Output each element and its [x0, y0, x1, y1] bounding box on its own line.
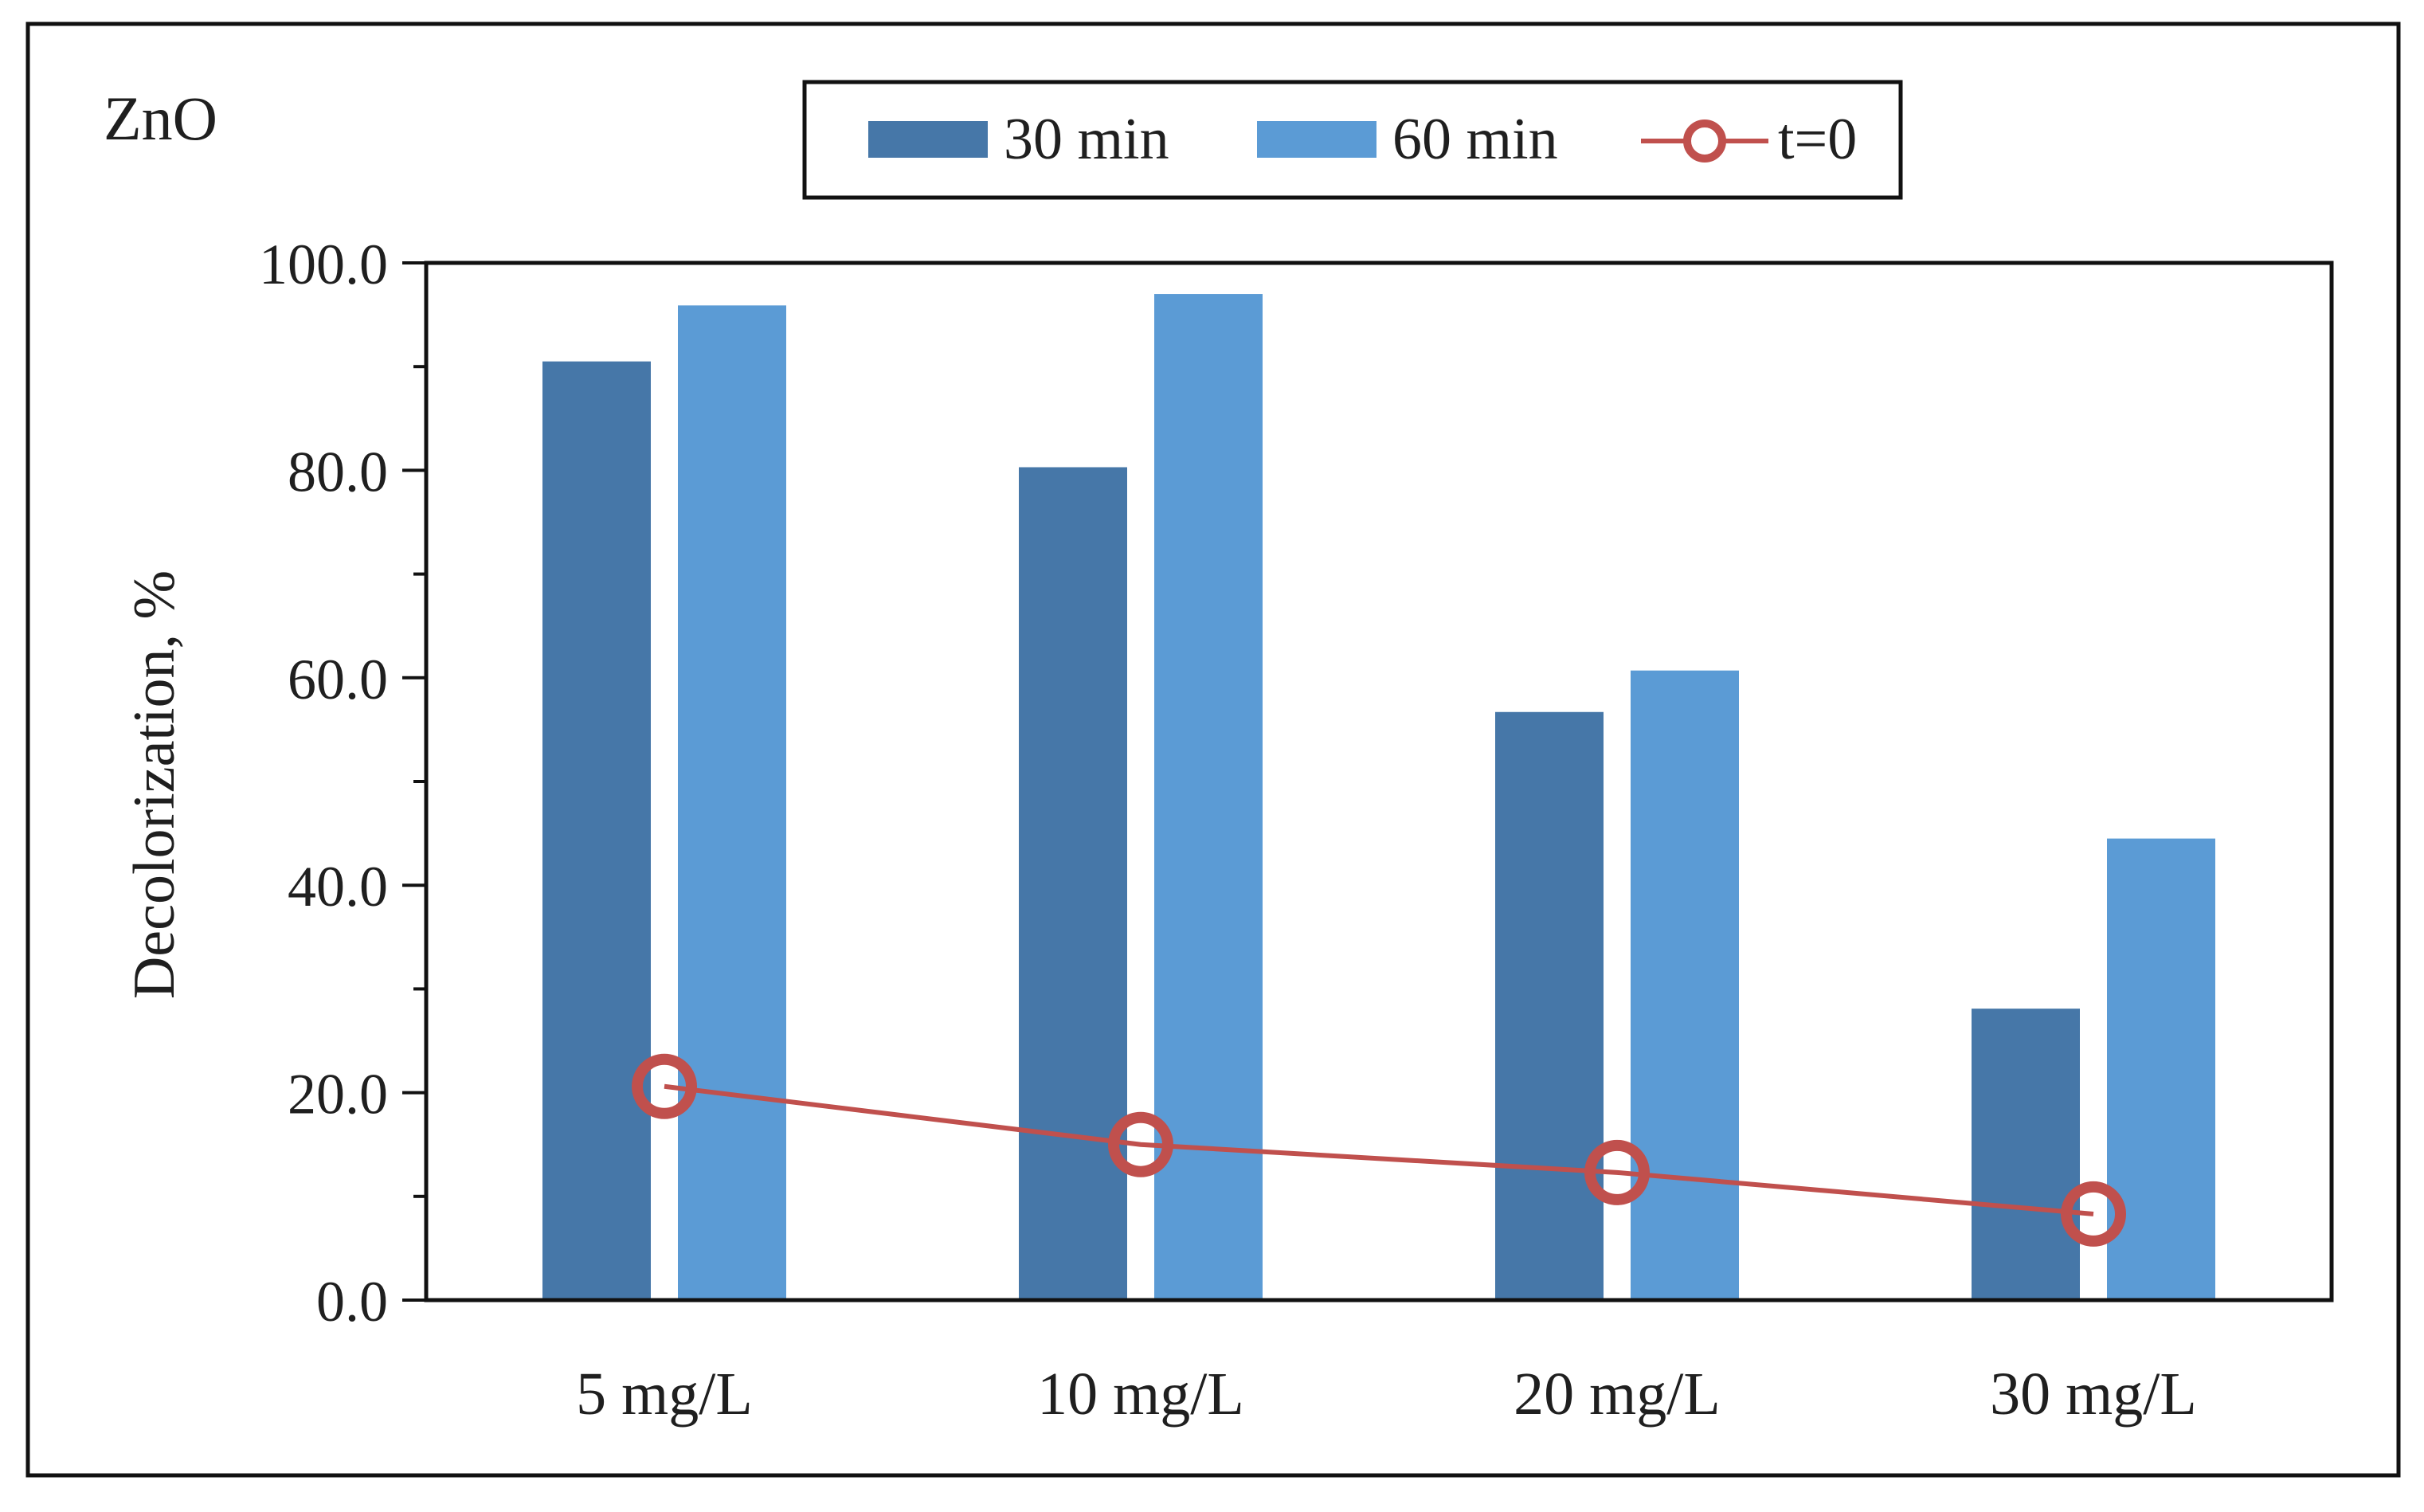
y-tick-label: 80.0	[288, 440, 388, 503]
y-tick-label: 0.0	[316, 1270, 388, 1334]
bar-60-min-5-mg-l	[678, 305, 786, 1301]
y-tick-label: 100.0	[259, 233, 388, 296]
point-t0-20-mg-l	[1584, 1139, 1650, 1205]
bar-30-min-30-mg-l	[1972, 1009, 2080, 1300]
point-t0-10-mg-l	[1108, 1111, 1173, 1177]
legend-swatch-30-min	[868, 121, 988, 158]
y-tick-label: 20.0	[288, 1063, 388, 1126]
legend-marker-t0	[1683, 119, 1726, 163]
bar-60-min-10-mg-l	[1154, 294, 1263, 1300]
legend-swatch-60-min	[1257, 121, 1376, 158]
bar-30-min-20-mg-l	[1495, 711, 1604, 1300]
bar-60-min-20-mg-l	[1631, 670, 1739, 1300]
x-tick-label: 20 mg/L	[1514, 1361, 1721, 1428]
legend-label-60-min: 60 min	[1392, 107, 1558, 172]
y-tick-label: 60.0	[288, 648, 388, 711]
point-t0-5-mg-l	[632, 1053, 697, 1119]
panel-label: ZnO	[104, 84, 217, 153]
series-line-t0	[664, 1083, 2094, 1216]
legend-label-t0: t=0	[1778, 107, 1857, 172]
bar-60-min-30-mg-l	[2107, 838, 2215, 1300]
plot-area: 0.0 20.0 40.0 60.0 80.0 100.0 5 mg/L 10 mg/L 20 …	[259, 233, 2334, 1428]
y-axis-title: Decolorization, %	[122, 570, 187, 999]
x-tick-label: 30 mg/L	[1990, 1361, 2197, 1428]
bar-30-min-10-mg-l	[1019, 467, 1127, 1300]
bar-30-min-5-mg-l	[542, 361, 651, 1301]
legend-label-30-min: 30 min	[1004, 107, 1169, 172]
x-tick-label: 5 mg/L	[576, 1361, 753, 1428]
point-t0-30-mg-l	[2061, 1181, 2126, 1247]
y-tick-label: 40.0	[288, 855, 388, 919]
legend: 30 min 60 min t=0	[802, 80, 1903, 200]
x-tick-label: 10 mg/L	[1037, 1361, 1244, 1428]
